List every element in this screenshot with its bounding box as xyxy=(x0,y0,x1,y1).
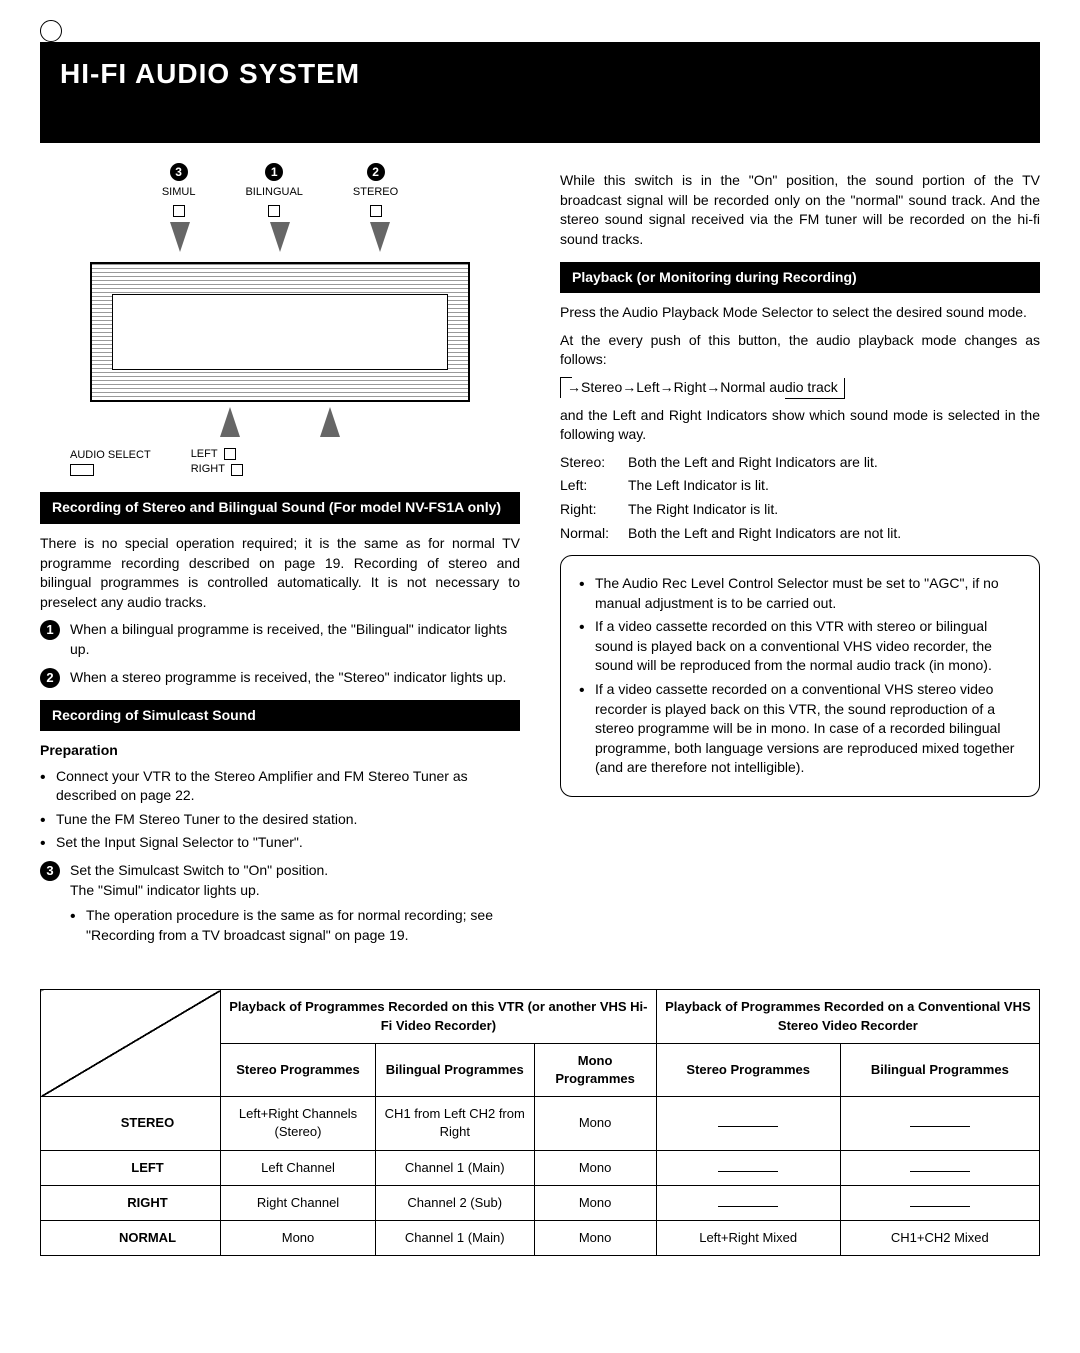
playback-p1: Press the Audio Playback Mode Selector t… xyxy=(560,303,1040,323)
col-bilingual-prog: Bilingual Programmes xyxy=(376,1043,534,1096)
indicator-label: SIMUL xyxy=(162,186,196,198)
table-row: LEFT Left Channel Channel 1 (Main) Mono xyxy=(41,1150,1040,1185)
indicator-bilingual: 1 BILINGUAL xyxy=(245,163,302,216)
table-row: NORMAL Mono Channel 1 (Main) Mono Left+R… xyxy=(41,1220,1040,1255)
page-title: HI-FI AUDIO SYSTEM xyxy=(40,42,1040,143)
table-row: RIGHT Right Channel Channel 2 (Sub) Mono xyxy=(41,1185,1040,1220)
hand-icon xyxy=(40,20,62,42)
right-label: RIGHT xyxy=(191,462,243,477)
col-conv-stereo: Stereo Programmes xyxy=(656,1043,840,1096)
col-mono-prog: Mono Programmes xyxy=(534,1043,656,1096)
indicator-stereo: 2 STEREO xyxy=(353,163,398,216)
audio-select-label: AUDIO SELECT xyxy=(70,447,151,478)
section1-paragraph: There is no special operation required; … xyxy=(40,534,520,612)
table-corner xyxy=(41,990,221,1097)
right-column: While this switch is in the "On" positio… xyxy=(560,163,1040,959)
indicator-label: BILINGUAL xyxy=(245,186,302,198)
col-stereo-prog: Stereo Programmes xyxy=(221,1043,376,1096)
mode-flow: →Stereo→Left→Right→Normal audio track xyxy=(560,378,845,398)
indicator-num-3: 3 xyxy=(170,163,188,181)
playback-table: Playback of Programmes Recorded on this … xyxy=(40,989,1040,1256)
left-label: LEFT xyxy=(191,447,243,462)
section-playback: Playback (or Monitoring during Recording… xyxy=(560,262,1040,294)
table-row: STEREO Left+Right Channels (Stereo) CH1 … xyxy=(41,1097,1040,1150)
playback-p3: and the Left and Right Indicators show w… xyxy=(560,406,1040,445)
mode-definitions: Stereo:Both the Left and Right Indicator… xyxy=(560,453,1040,543)
vtr-illustration xyxy=(90,262,470,402)
table-header-2: Playback of Programmes Recorded on a Con… xyxy=(656,990,1039,1043)
indicator-diagram: 3 SIMUL 1 BILINGUAL 2 STEREO xyxy=(40,163,520,477)
item-1: 1 When a bilingual programme is received… xyxy=(40,620,520,659)
notes-box: The Audio Rec Level Control Selector mus… xyxy=(560,555,1040,797)
col-conv-bilingual: Bilingual Programmes xyxy=(840,1043,1039,1096)
section-recording-stereo: Recording of Stereo and Bilingual Sound … xyxy=(40,492,520,524)
top-paragraph: While this switch is in the "On" positio… xyxy=(560,171,1040,249)
indicator-simul: 3 SIMUL xyxy=(162,163,196,216)
left-column: 3 SIMUL 1 BILINGUAL 2 STEREO xyxy=(40,163,520,959)
item-3: 3 Set the Simulcast Switch to "On" posit… xyxy=(40,861,520,951)
preparation-list: Connect your VTR to the Stereo Amplifier… xyxy=(40,767,520,853)
playback-p2: At the every push of this button, the au… xyxy=(560,331,1040,370)
preparation-head: Preparation xyxy=(40,741,520,761)
table-header-1: Playback of Programmes Recorded on this … xyxy=(221,990,657,1043)
section-simulcast: Recording of Simulcast Sound xyxy=(40,700,520,732)
indicator-num-2: 2 xyxy=(367,163,385,181)
indicator-num-1: 1 xyxy=(265,163,283,181)
indicator-label: STEREO xyxy=(353,186,398,198)
item-2: 2 When a stereo programme is received, t… xyxy=(40,668,520,688)
